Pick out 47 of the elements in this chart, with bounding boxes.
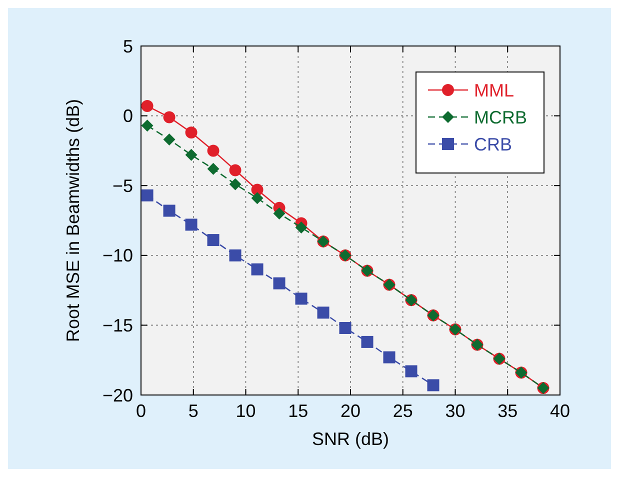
point (427, 379, 440, 392)
x-tick-label: 25 (392, 401, 413, 421)
point (141, 120, 154, 132)
point (207, 144, 220, 157)
y-tick-label: −15 (102, 316, 133, 336)
point (141, 189, 154, 202)
point (405, 365, 418, 378)
x-tick-label: 35 (498, 401, 518, 421)
x-tick-label: 0 (136, 401, 146, 421)
legend-label: CRB (474, 134, 512, 154)
x-tick-label: 15 (288, 401, 308, 421)
y-tick-label: −5 (112, 176, 133, 196)
point (207, 162, 220, 175)
y-tick-label: −20 (102, 385, 133, 406)
point (163, 134, 176, 146)
legend-label: MCRB (474, 107, 527, 128)
x-tick-label: 20 (340, 401, 361, 421)
point (229, 249, 242, 262)
x-tick-label: 10 (236, 401, 256, 421)
x-tick-label: 30 (445, 401, 466, 421)
point (295, 221, 308, 234)
point (185, 148, 198, 161)
point (383, 351, 396, 364)
x-tick-label: 5 (188, 401, 198, 421)
y-tick-label: 5 (122, 36, 133, 56)
point (339, 322, 352, 334)
legend-label: MML (474, 80, 514, 100)
point (163, 111, 176, 124)
point (317, 306, 330, 319)
y-axis-title: Root MSE in Beamwidths (dB) (63, 98, 83, 342)
y-tick-label: −10 (102, 246, 133, 266)
point (207, 234, 220, 246)
point (185, 218, 198, 231)
point (163, 204, 176, 217)
point (273, 277, 286, 290)
point (229, 178, 242, 190)
point (251, 263, 264, 276)
point (141, 100, 154, 112)
point (185, 126, 198, 139)
point (273, 208, 286, 220)
point (361, 336, 374, 348)
y-tick-label: 0 (122, 106, 133, 126)
point (229, 164, 242, 176)
x-tick-label: 40 (550, 401, 570, 421)
x-axis-title: SNR (dB) (312, 429, 390, 449)
point (251, 192, 264, 204)
point (295, 292, 308, 305)
